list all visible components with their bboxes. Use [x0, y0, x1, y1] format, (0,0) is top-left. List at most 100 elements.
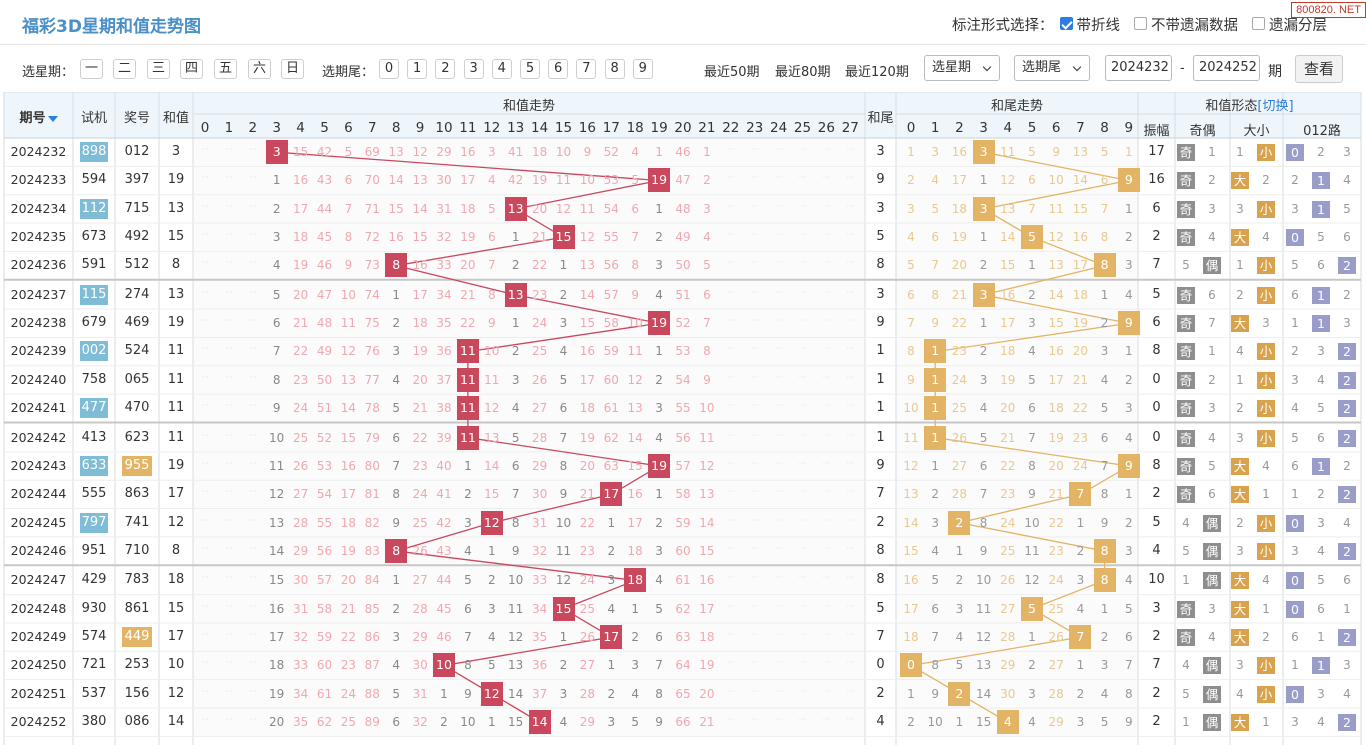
sum-omission: 2 [655, 230, 663, 245]
switch-link[interactable]: [切换] [1257, 99, 1294, 114]
tail-button-0[interactable]: 0 [379, 59, 399, 79]
tail-button-6[interactable]: 6 [548, 59, 569, 79]
sum-omission: ··· [225, 715, 233, 724]
tail-cell: 1 [876, 400, 885, 416]
range-dash: - [1180, 61, 1185, 76]
route-1-omission: 6 [1317, 601, 1325, 616]
header-background [4, 92, 1361, 138]
small-omission: 4 [1262, 458, 1270, 473]
tail-omission: 23 [951, 344, 968, 359]
sum-omission: ··· [774, 515, 783, 525]
sum-omission: 22 [579, 515, 596, 530]
tail-omission: 7 [931, 258, 939, 273]
sum-omission: ··· [822, 258, 831, 268]
sum-omission: 5 [703, 258, 711, 273]
tail-marker: 3 [972, 196, 995, 221]
sum-omission: 37 [436, 372, 452, 387]
sum-omission: 31 [412, 686, 428, 701]
sum-omission: 11 [269, 458, 285, 473]
tail-button-1[interactable]: 1 [407, 59, 428, 79]
sum-omission: 9 [344, 258, 353, 273]
weekday-button-7[interactable]: 日 [281, 59, 304, 79]
sum-omission: ··· [248, 372, 257, 382]
sum-omission: 51 [675, 287, 691, 302]
sum-omission: 12 [627, 372, 643, 387]
tail-button-9[interactable]: 9 [632, 59, 653, 79]
even-tag: 偶 [1203, 257, 1221, 275]
period-cell: 2024232 [10, 144, 67, 159]
sum-omission: 34 [292, 686, 309, 701]
sum-omission: 16 [340, 458, 357, 473]
recent-link-1[interactable]: 最近80期 [775, 65, 831, 80]
sum-omission: ··· [726, 401, 735, 411]
tail-button-4[interactable]: 4 [491, 59, 512, 79]
tail-button-5[interactable]: 5 [520, 59, 540, 79]
tail-omission: 3 [1028, 316, 1036, 331]
weekday-button-2[interactable]: 二 [113, 59, 136, 79]
layer-option-label[interactable]: 遗漏分层 [1269, 18, 1327, 34]
sum-omission: ··· [846, 658, 855, 668]
line-checkbox[interactable] [1059, 17, 1073, 30]
weekday-select[interactable]: 选星期 [924, 55, 1000, 81]
weekday-button-3[interactable]: 三 [147, 59, 170, 79]
tail-omission: 17 [1000, 316, 1016, 331]
sum-omission: 17 [627, 515, 643, 530]
tail-button-8[interactable]: 8 [604, 59, 625, 79]
sort-desc-icon[interactable] [47, 115, 58, 122]
sum-omission: 10 [699, 401, 715, 416]
small-omission: 2 [1262, 629, 1270, 644]
big-omission: 2 [1236, 287, 1244, 302]
from-period-input[interactable]: 2024232 [1105, 55, 1172, 81]
sum-marker: 19 [648, 168, 671, 193]
weekday-button-5[interactable]: 五 [214, 59, 237, 79]
odd-tag: 奇 [1177, 200, 1195, 218]
sum-omission: 17 [292, 201, 309, 216]
row-background [896, 166, 1138, 195]
sum-omission: ··· [726, 543, 735, 553]
sum-omission: 14 [699, 515, 715, 530]
big-omission: 4 [1236, 686, 1244, 701]
query-button[interactable]: 查看 [1295, 55, 1343, 83]
weekday-button-1[interactable]: 一 [80, 59, 103, 79]
line-option-label[interactable]: 带折线 [1076, 18, 1121, 34]
tail-button-3[interactable]: 3 [463, 59, 484, 79]
sum-omission: 55 [603, 230, 619, 245]
sum-omission: 15 [388, 201, 404, 216]
sum-omission: ··· [225, 401, 233, 411]
sum-omission: 25 [579, 601, 596, 616]
sum-marker: 11 [456, 339, 479, 364]
sum-axis-tick: 15 [554, 120, 573, 136]
route-2-omission: 6 [1343, 573, 1351, 588]
tail-button-2[interactable]: 2 [435, 59, 456, 79]
tail-button-7[interactable]: 7 [576, 59, 597, 79]
weekday-button-4[interactable]: 四 [180, 59, 203, 79]
tail-omission: 15 [1000, 258, 1016, 273]
tail-select[interactable]: 选期尾 [1014, 55, 1090, 81]
sum-omission: ··· [774, 287, 783, 297]
route-2-tag: 2 [1338, 429, 1356, 447]
weekday-button-6[interactable]: 六 [248, 59, 271, 79]
recent-link-2[interactable]: 最近120期 [845, 65, 909, 80]
sum-omission: ··· [798, 430, 807, 440]
sum-omission: 2 [464, 487, 472, 502]
prize-cell: 492 [124, 229, 150, 245]
nomiss-option-label[interactable]: 不带遗漏数据 [1151, 18, 1238, 34]
recent-link-0[interactable]: 最近50期 [704, 65, 760, 80]
tail-omission: 13 [975, 658, 992, 673]
tail-axis-tick: 3 [979, 120, 988, 136]
sum-omission: 19 [340, 543, 357, 558]
to-period-input[interactable]: 2024252 [1193, 55, 1260, 81]
layer-checkbox[interactable] [1252, 17, 1265, 30]
sum-omission: 23 [292, 372, 309, 387]
odd-tag: 奇 [1177, 400, 1195, 418]
nomiss-checkbox[interactable] [1134, 17, 1147, 30]
sum-omission: ··· [201, 401, 209, 411]
sum-omission: ··· [822, 686, 831, 696]
amp-cell: 2 [1152, 685, 1161, 701]
sum-omission: 42 [508, 173, 524, 188]
tail-omission: 6 [1124, 629, 1133, 644]
sum-omission: 75 [364, 316, 380, 331]
big-tag: 大 [1231, 572, 1249, 590]
sum-omission: 25 [340, 715, 357, 729]
sum-omission: ··· [774, 258, 783, 268]
